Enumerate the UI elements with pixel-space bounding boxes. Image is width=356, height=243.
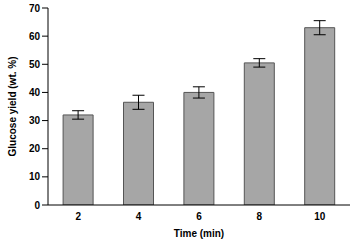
svg-text:50: 50 (29, 59, 41, 70)
svg-text:4: 4 (136, 211, 142, 222)
svg-text:Time (min): Time (min) (174, 228, 224, 239)
svg-text:Glucose yield (wt. %): Glucose yield (wt. %) (8, 56, 18, 156)
svg-text:10: 10 (314, 211, 326, 222)
svg-text:70: 70 (29, 3, 41, 14)
svg-text:30: 30 (29, 115, 41, 126)
svg-text:10: 10 (29, 171, 41, 182)
svg-text:20: 20 (29, 143, 41, 154)
svg-text:8: 8 (257, 211, 263, 222)
svg-text:60: 60 (29, 31, 41, 42)
svg-text:0: 0 (34, 200, 40, 211)
svg-text:40: 40 (29, 87, 41, 98)
svg-text:6: 6 (196, 211, 202, 222)
svg-text:2: 2 (75, 211, 81, 222)
